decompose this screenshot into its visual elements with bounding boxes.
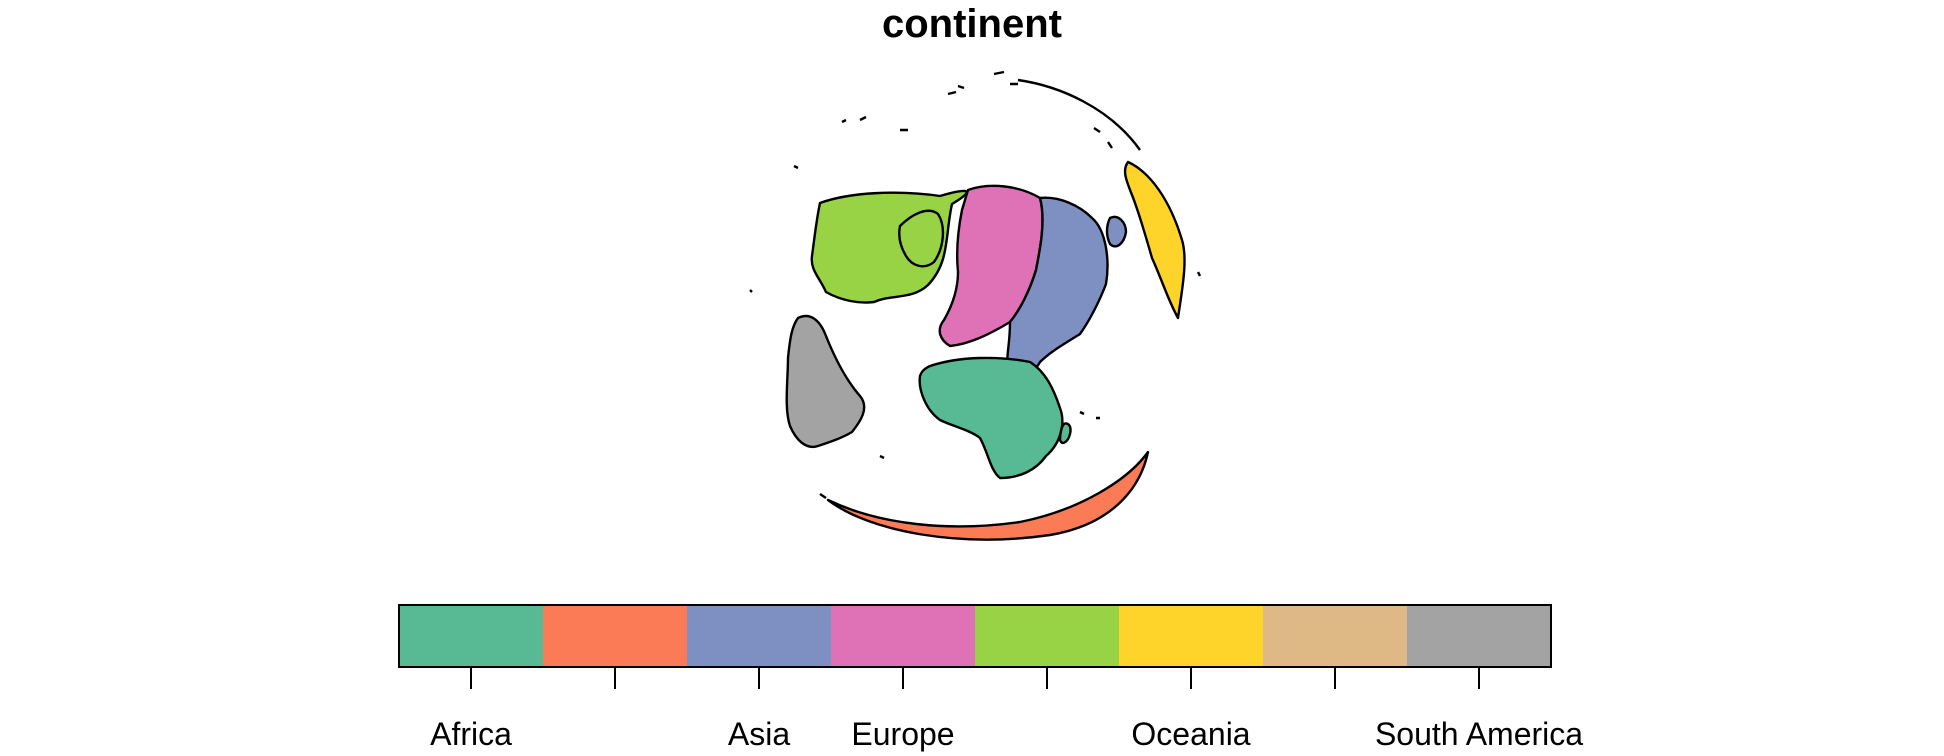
map-region-japan	[1105, 215, 1128, 248]
legend-swatch	[543, 605, 687, 667]
legend-label: South America	[1375, 716, 1583, 752]
legend-swatch	[831, 605, 975, 667]
map-region-oceania	[1123, 160, 1186, 320]
map-region-south-america	[785, 314, 866, 449]
map-region-africa	[918, 356, 1064, 480]
legend-swatch	[687, 605, 831, 667]
map-horizon-arc	[1017, 78, 1141, 151]
map-region-greenland	[898, 209, 945, 268]
legend-label: Oceania	[1131, 716, 1250, 752]
legend-swatch	[1407, 605, 1551, 667]
legend-label: Africa	[430, 716, 512, 752]
legend-swatch	[1263, 605, 1407, 667]
map-islands	[749, 70, 1202, 499]
legend-label: Europe	[851, 716, 954, 752]
legend-swatch	[975, 605, 1119, 667]
legend-label: Asia	[728, 716, 790, 752]
map-region-madagascar	[1058, 422, 1072, 445]
legend-border	[398, 604, 1552, 668]
legend-swatch	[1119, 605, 1263, 667]
map-region-antarctica	[826, 450, 1150, 541]
legend-swatch	[399, 605, 543, 667]
map-title: continent	[882, 2, 1062, 46]
map-region-asia	[1006, 196, 1109, 373]
